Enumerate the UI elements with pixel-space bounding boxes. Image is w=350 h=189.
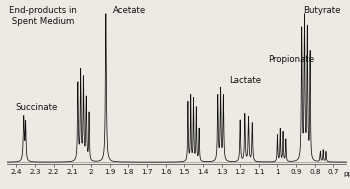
Text: End-products in
 Spent Medium: End-products in Spent Medium bbox=[9, 6, 77, 26]
Text: Acetate: Acetate bbox=[113, 6, 147, 15]
Text: ppm: ppm bbox=[344, 171, 350, 177]
Text: Propionate: Propionate bbox=[268, 55, 314, 64]
Text: Butyrate: Butyrate bbox=[303, 6, 341, 15]
Text: Succinate: Succinate bbox=[16, 103, 58, 112]
Text: Lactate: Lactate bbox=[229, 76, 261, 85]
